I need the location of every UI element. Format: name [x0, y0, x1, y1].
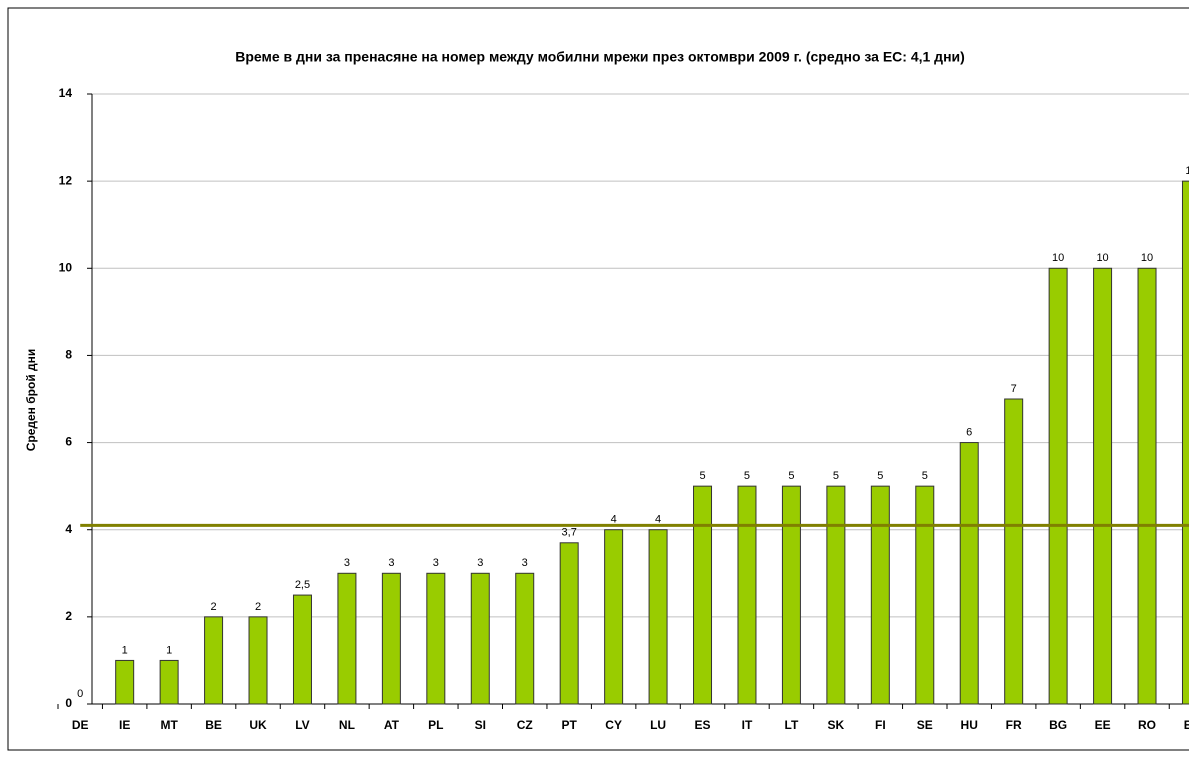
value-label: 6: [966, 426, 972, 438]
value-label: 1: [122, 644, 128, 656]
x-tick-label: HU: [961, 718, 978, 732]
x-tick-label: DE: [72, 718, 89, 732]
bar: [470, 572, 490, 705]
value-label: 3: [388, 557, 394, 569]
value-label: 2: [255, 601, 261, 613]
value-label: 3,7: [562, 527, 577, 539]
x-tick-label: NL: [339, 718, 355, 732]
bar: [826, 485, 846, 705]
x-tick-label: LU: [650, 718, 666, 732]
y-tick-label: 6: [65, 435, 72, 449]
chart-title: Време в дни за пренасяне на номер между …: [235, 49, 965, 65]
value-label: 3: [477, 557, 483, 569]
value-label: 2,5: [295, 579, 310, 591]
bar: [737, 485, 757, 705]
x-tick-label: EE: [1095, 718, 1111, 732]
x-tick-label: IE: [119, 718, 130, 732]
bar: [781, 485, 801, 705]
bar: [693, 485, 713, 705]
value-label: 5: [699, 470, 705, 482]
value-label: 0: [77, 688, 83, 700]
x-tick-label: MT: [160, 718, 178, 732]
bar: [426, 572, 446, 705]
bar: [248, 616, 268, 705]
x-tick-label: CZ: [517, 718, 533, 732]
bar: [648, 529, 668, 705]
bar: [515, 572, 535, 705]
x-tick-label: FR: [1006, 718, 1022, 732]
x-tick-label: FI: [875, 718, 886, 732]
value-label: 3: [433, 557, 439, 569]
x-tick-label: SK: [828, 718, 845, 732]
bar: [292, 594, 312, 705]
x-tick-label: RO: [1138, 718, 1156, 732]
bar: [1137, 267, 1157, 705]
x-tick-label: EL: [1184, 718, 1189, 732]
x-tick-label: CY: [605, 718, 622, 732]
value-label: 5: [922, 470, 928, 482]
bar: [870, 485, 890, 705]
value-label: 12: [1185, 165, 1189, 177]
y-tick-label: 8: [65, 348, 72, 362]
bar: [115, 659, 135, 705]
bar: [559, 542, 579, 705]
bar: [1048, 267, 1068, 705]
bar: [1093, 267, 1113, 705]
bar: [915, 485, 935, 705]
y-tick-label: 0: [65, 696, 72, 710]
x-tick-label: IT: [742, 718, 753, 732]
x-tick-label: UK: [249, 718, 267, 732]
value-label: 4: [655, 514, 661, 526]
bar: [959, 442, 979, 705]
x-tick-label: LV: [295, 718, 309, 732]
y-tick-label: 12: [59, 173, 73, 187]
bar: [337, 572, 357, 705]
value-label: 3: [522, 557, 528, 569]
value-label: 5: [788, 470, 794, 482]
x-tick-label: PT: [562, 718, 578, 732]
y-tick-label: 14: [59, 86, 73, 100]
value-label: 5: [744, 470, 750, 482]
bar: [604, 529, 624, 705]
y-axis-label: Среден брой дни: [24, 349, 38, 452]
value-label: 10: [1096, 252, 1108, 264]
x-tick-label: PL: [428, 718, 443, 732]
bar: [159, 659, 179, 705]
value-label: 4: [611, 514, 617, 526]
x-tick-label: LT: [785, 718, 799, 732]
value-label: 3: [344, 557, 350, 569]
x-tick-label: BG: [1049, 718, 1067, 732]
y-tick-label: 4: [65, 522, 72, 536]
y-tick-label: 2: [65, 609, 72, 623]
x-tick-label: SE: [917, 718, 933, 732]
value-label: 10: [1052, 252, 1064, 264]
y-tick-label: 10: [59, 260, 73, 274]
bar: [1004, 398, 1024, 705]
value-label: 10: [1141, 252, 1153, 264]
bar: [381, 572, 401, 705]
value-label: 5: [877, 470, 883, 482]
value-label: 5: [833, 470, 839, 482]
value-label: 7: [1011, 383, 1017, 395]
x-tick-label: SI: [475, 718, 486, 732]
x-tick-label: ES: [695, 718, 711, 732]
bar: [1181, 180, 1189, 705]
x-tick-label: AT: [384, 718, 400, 732]
chart-frame: [7, 7, 1189, 751]
value-label: 2: [211, 601, 217, 613]
x-tick-label: BE: [205, 718, 222, 732]
value-label: 1: [166, 644, 172, 656]
bar: [204, 616, 224, 705]
